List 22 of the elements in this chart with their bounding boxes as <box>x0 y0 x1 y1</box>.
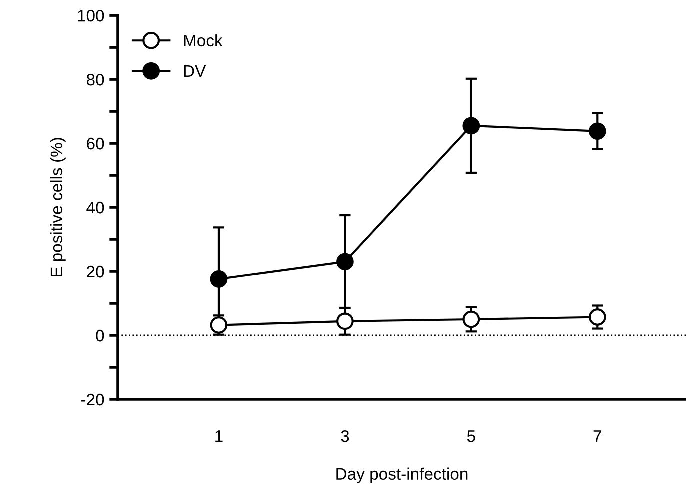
y-tick-label: 100 <box>78 10 104 22</box>
x-tick-label: 1 <box>216 430 223 442</box>
x-tick-label: 5 <box>467 430 476 442</box>
point <box>336 253 354 271</box>
point <box>588 308 606 326</box>
x-tick-label: 7 <box>594 430 602 442</box>
point <box>588 122 606 140</box>
y-tick-label: 60 <box>87 138 104 150</box>
x-tick-label: 3 <box>341 430 350 442</box>
legend-label: Mock <box>184 34 223 47</box>
x-axis-title: Day post-infection <box>336 468 468 484</box>
point <box>210 270 228 288</box>
y-tick-label: -20 <box>81 394 104 406</box>
y-tick-label: 20 <box>87 266 104 278</box>
y-tick-label: 80 <box>86 74 104 86</box>
point <box>462 117 480 135</box>
y-axis-title: E positive cells (%) <box>50 138 66 277</box>
y-tick-label: 0 <box>96 330 104 342</box>
point <box>462 310 480 328</box>
point <box>336 312 354 330</box>
y-tick-label: 40 <box>86 202 104 214</box>
legend-label: DV <box>184 66 206 78</box>
